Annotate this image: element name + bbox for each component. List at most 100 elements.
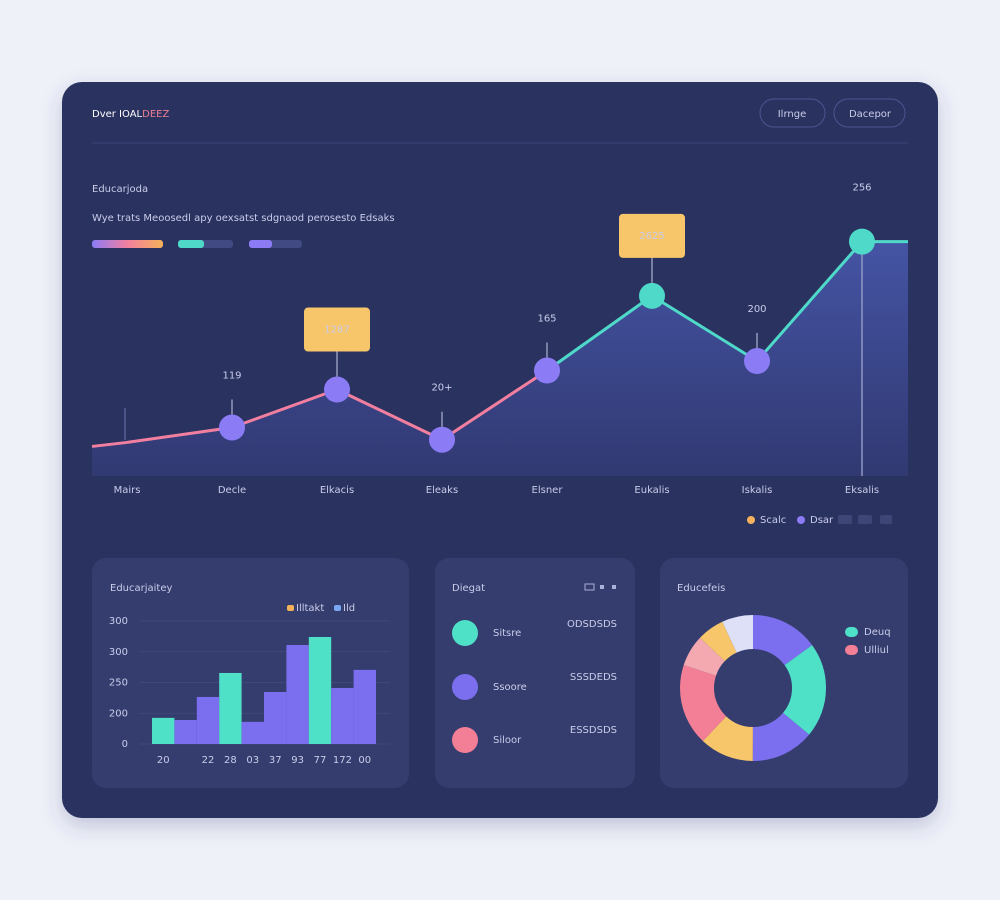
row-value: SSSDEDS xyxy=(570,672,617,683)
panel-title: Educarjaitey xyxy=(110,583,172,594)
x-tick-label: Eleaks xyxy=(426,485,458,496)
point xyxy=(219,414,245,441)
panel-title: Diegat xyxy=(452,583,485,594)
legend-swatch xyxy=(845,627,858,637)
icon xyxy=(584,583,595,591)
point xyxy=(744,348,770,375)
legend-swatch xyxy=(287,605,294,611)
bar xyxy=(308,636,332,744)
decor-bar xyxy=(249,240,272,248)
annotation: 1287 xyxy=(324,325,349,336)
y-tick-label: 200 xyxy=(109,708,128,719)
decor-bar xyxy=(92,240,163,248)
annotation: 256 xyxy=(852,183,871,194)
chart-subtitle: Wye trats Meoosedl apy oexsatst sdgnaod … xyxy=(92,213,395,224)
x-tick-label: 77 xyxy=(314,755,327,766)
button-label[interactable]: Dacepor xyxy=(849,109,892,120)
legend-label: Dsar xyxy=(810,515,834,526)
annotation: 200 xyxy=(747,304,766,315)
x-tick-label: 28 xyxy=(224,755,237,766)
y-tick-label: 300 xyxy=(109,616,128,627)
decor xyxy=(838,515,852,524)
x-tick-label: 37 xyxy=(269,755,282,766)
row-icon xyxy=(452,727,478,753)
x-tick-label: Iskalis xyxy=(742,485,773,496)
point xyxy=(534,357,560,384)
x-tick-label: 93 xyxy=(291,755,304,766)
icon xyxy=(600,585,604,589)
button-label[interactable]: Ilrnge xyxy=(778,109,807,120)
annotation: 165 xyxy=(537,314,556,325)
row-label: Ssoore xyxy=(493,682,527,693)
brand: Dver IOALDEEZ xyxy=(92,109,169,120)
point xyxy=(639,282,665,309)
annotation: 119 xyxy=(222,371,241,382)
donut-segment xyxy=(680,615,826,761)
button[interactable] xyxy=(759,98,826,128)
panel xyxy=(435,558,635,788)
button[interactable] xyxy=(833,98,906,128)
legend-swatch xyxy=(334,605,341,611)
x-tick-label: Decle xyxy=(218,485,246,496)
bar xyxy=(219,672,242,744)
annotation-box xyxy=(619,213,685,258)
line-lead xyxy=(91,440,128,448)
row-icon xyxy=(452,620,478,646)
icon xyxy=(612,585,616,589)
point xyxy=(849,228,875,255)
legend-label: Ulliul xyxy=(864,645,889,656)
y-tick-label: 0 xyxy=(122,739,128,750)
row-label: Siloor xyxy=(493,735,522,746)
annotation: 2625 xyxy=(639,231,664,242)
x-tick-label: 03 xyxy=(246,755,259,766)
bar xyxy=(286,644,309,744)
x-tick-label: Elkacis xyxy=(320,485,354,496)
row-icon xyxy=(452,674,478,700)
x-tick-label: Eukalis xyxy=(634,485,669,496)
decor xyxy=(880,515,892,524)
x-tick-label: Mairs xyxy=(114,485,141,496)
x-tick-label: 20 xyxy=(157,755,170,766)
donut-segment xyxy=(680,615,826,761)
y-tick-label: 250 xyxy=(109,678,128,689)
bar xyxy=(152,717,175,744)
legend-dot xyxy=(797,516,805,524)
y-tick-label: 300 xyxy=(109,647,128,658)
legend-label: Illtakt xyxy=(296,603,324,614)
annotation: 20+ xyxy=(431,383,452,394)
legend-dot xyxy=(747,516,755,524)
row-label: Sitsre xyxy=(493,628,521,639)
donut-segment xyxy=(680,615,826,761)
decor-bar xyxy=(178,240,204,248)
brand-main: Dver IOAL xyxy=(92,109,143,120)
bar xyxy=(353,669,376,744)
brand-accent: DEEZ xyxy=(142,109,169,120)
point xyxy=(324,376,350,403)
x-tick-label: Eksalis xyxy=(845,485,879,496)
point xyxy=(429,426,455,453)
legend-label: Scalc xyxy=(760,515,786,526)
bar xyxy=(174,720,197,744)
bar xyxy=(241,721,264,744)
annotation-box xyxy=(304,307,370,352)
area xyxy=(92,241,908,476)
donut-segment xyxy=(680,615,826,761)
x-tick-label: 00 xyxy=(358,755,371,766)
decor xyxy=(858,515,872,524)
legend-label: Deuq xyxy=(864,627,891,638)
x-tick-label: Elsner xyxy=(532,485,564,496)
legend-swatch xyxy=(845,645,858,655)
x-tick-label: 172 xyxy=(333,755,352,766)
x-tick-label: 22 xyxy=(202,755,215,766)
bar xyxy=(264,692,287,744)
bar xyxy=(331,688,354,744)
panel-title: Educefeis xyxy=(677,583,725,594)
row-value: ESSDSDS xyxy=(570,725,617,736)
bar xyxy=(196,696,220,744)
legend-label: Ild xyxy=(343,603,355,614)
line xyxy=(126,240,864,444)
chart-title: Educarjoda xyxy=(92,184,148,195)
row-value: ODSDSDS xyxy=(567,619,617,630)
